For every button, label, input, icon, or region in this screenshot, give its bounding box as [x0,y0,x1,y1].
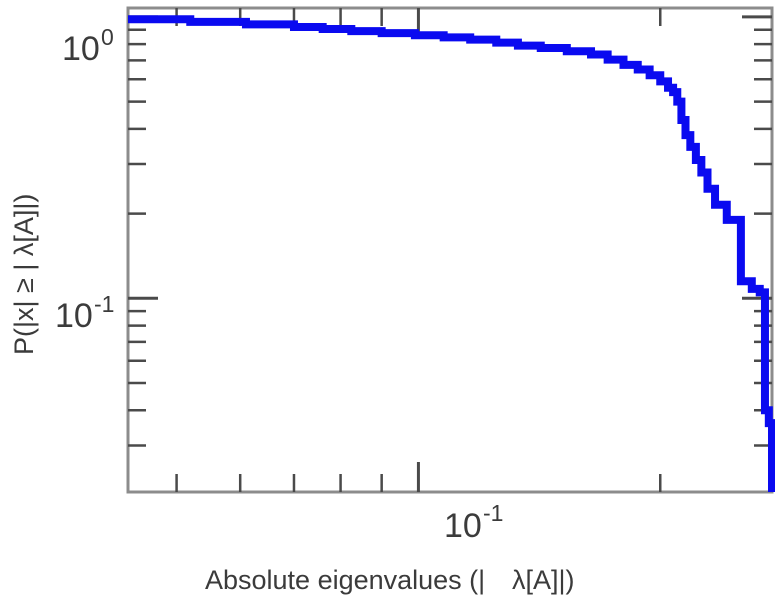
x-axis-title-part2: λ[A]|) [512,565,575,595]
y-tick-label-1em1-exponent: -1 [94,291,114,317]
x-axis-title-group: Absolute eigenvalues (| λ[A]|) [205,565,575,595]
y-tick-label-1em1-mantissa: 10 [55,297,93,335]
y-tick-labels: 10 0 10 -1 [55,24,114,335]
plot-frame [126,6,774,494]
x-axis-title-part1: Absolute eigenvalues (| [205,565,485,595]
y-axis-title-group: P(|x| ≥ | λ[A]|) [9,194,39,355]
x-tick-label-1em1-exponent: -1 [483,500,503,526]
data-series-group [128,15,775,492]
x-tick-label-1em1-mantissa: 10 [444,507,482,545]
y-tick-label-1e0-mantissa: 10 [62,30,100,68]
ccdf-step-curve [128,15,775,492]
axis-ticks [128,8,772,492]
x-tick-labels: 10 -1 [444,500,503,545]
y-axis-title: P(|x| ≥ | λ[A]|) [9,194,39,355]
y-tick-label-1e0-exponent: 0 [101,24,114,50]
plot-border [126,6,774,494]
